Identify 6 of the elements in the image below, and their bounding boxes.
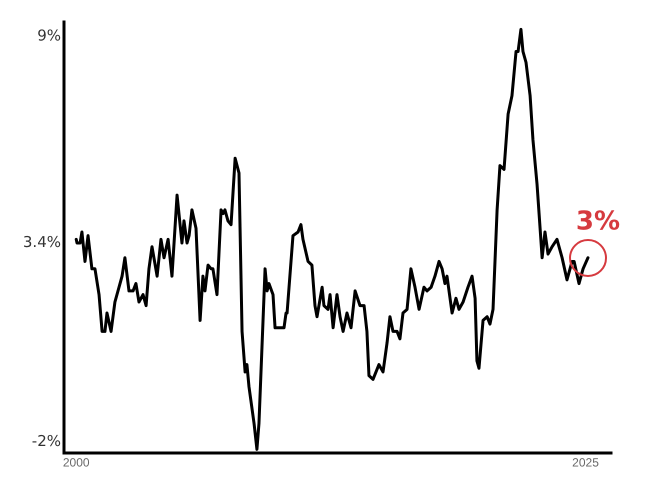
y-tick-label: 9% — [37, 26, 61, 45]
annotation: 3% — [576, 206, 620, 237]
x-tick-label: 2025 — [572, 456, 600, 470]
x-tick-label: 2000 — [62, 456, 90, 470]
y-tick-label: 3.4% — [22, 232, 61, 251]
y-tick-label: -2% — [32, 432, 61, 450]
